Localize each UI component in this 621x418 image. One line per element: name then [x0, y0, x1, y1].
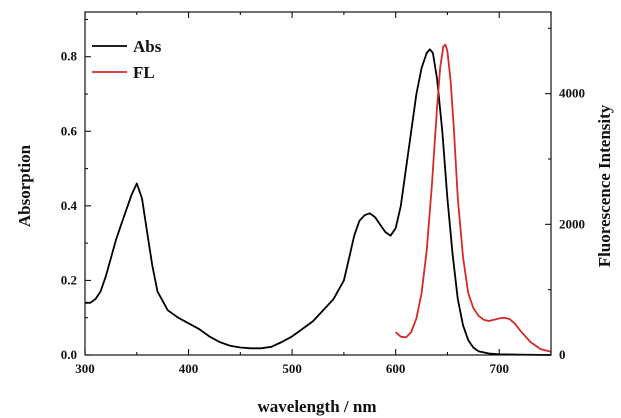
legend-label-fl: FL	[133, 63, 155, 82]
legend-label-abs: Abs	[133, 37, 162, 56]
y-tick-label-left: 0.0	[61, 347, 77, 362]
plot-frame	[84, 11, 552, 356]
y-tick-label-right: 0	[559, 347, 566, 362]
y-tick-label-left: 0.4	[61, 198, 78, 213]
x-tick-label: 600	[386, 361, 406, 376]
x-axis-label: wavelength / nm	[258, 397, 377, 416]
y-axis-label-left: Absorption	[15, 144, 34, 227]
plot-area	[84, 11, 552, 356]
y-tick-label-left: 0.6	[61, 123, 78, 138]
x-tick-label: 300	[75, 361, 95, 376]
axes-ticks: 300 400 500 600 700 0.0 0.2 0.4 0.6 0.8 0 2000 4000	[61, 12, 585, 376]
series-line-fl	[395, 43, 552, 353]
y-axis-label-right: Fluorescence Intensity	[595, 104, 614, 267]
x-tick-label: 400	[179, 361, 199, 376]
y-tick-label-left: 0.8	[61, 49, 78, 64]
y-tick-label-left: 0.2	[61, 272, 77, 287]
y-tick-label-right: 2000	[559, 216, 585, 231]
legend: Abs FL	[92, 37, 162, 82]
x-tick-label: 500	[282, 361, 302, 376]
x-tick-label: 700	[489, 361, 509, 376]
series-line-abs	[85, 48, 552, 356]
y-tick-label-right: 4000	[559, 86, 585, 101]
